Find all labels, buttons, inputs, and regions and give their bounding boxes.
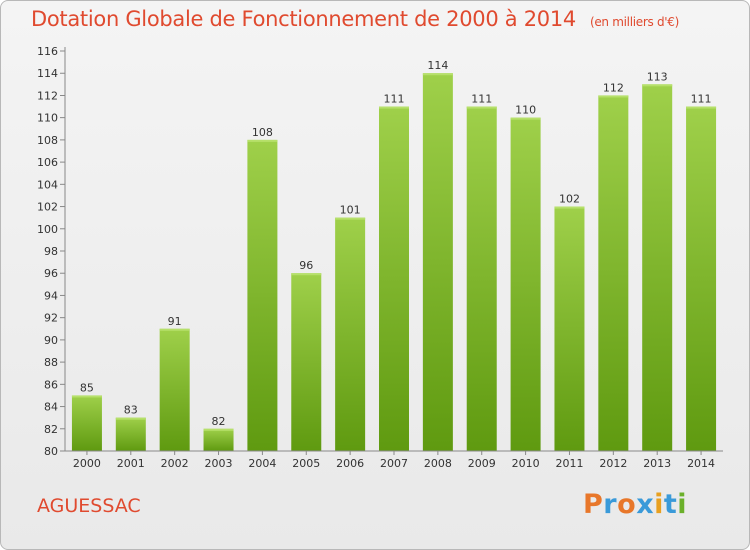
y-tick-label: 88 (44, 356, 58, 369)
y-tick-label: 100 (37, 223, 58, 236)
x-tick-label: 2003 (205, 457, 233, 470)
bar-2009 (466, 106, 497, 452)
y-tick-label: 94 (44, 289, 58, 302)
bar-2003 (203, 428, 234, 451)
bar-top-highlight (554, 206, 585, 209)
y-tick-label: 98 (44, 245, 58, 258)
data-label: 96 (299, 259, 313, 272)
bar-2014 (686, 106, 717, 452)
x-tick-label: 2010 (512, 457, 540, 470)
bar-2004 (247, 139, 278, 451)
bar-top-highlight (247, 139, 278, 142)
x-axis: 2000 2001 2002 2003 2004 2005 2006 2007 2008 2009… (65, 450, 723, 470)
x-tick-label: 2007 (380, 457, 408, 470)
bar-top-highlight (510, 117, 541, 120)
bar-2006 (335, 217, 366, 451)
y-tick-label: 108 (37, 134, 58, 147)
bar-top-highlight (203, 428, 234, 431)
y-axis: 80 82 84 86 88 90 92 94 96 98 100 102 104 106 108 110 11… (37, 45, 66, 458)
y-tick-label: 96 (44, 267, 58, 280)
chart-subtitle: (en milliers d'€) (589, 15, 679, 29)
data-label: 110 (515, 104, 536, 117)
bar-top-highlight (422, 73, 453, 76)
bar-top-highlight (115, 417, 146, 420)
logo-letter: P (583, 489, 604, 520)
bar-top-highlight (642, 84, 673, 87)
bar-top-highlight (379, 106, 409, 109)
bar-top-highlight (159, 328, 190, 331)
bar-top-highlight (71, 395, 102, 398)
y-tick-label: 106 (37, 156, 58, 169)
data-label: 91 (168, 315, 182, 328)
data-label: 111 (384, 93, 405, 106)
bar-2008 (422, 73, 453, 451)
logo-letter: x (636, 489, 655, 520)
logo-letter: i (654, 489, 664, 520)
y-tick-label: 114 (37, 67, 58, 80)
y-tick-label: 92 (44, 312, 58, 325)
bar-2011 (554, 206, 585, 451)
bar-top-highlight (466, 106, 497, 109)
x-tick-label: 2004 (248, 457, 276, 470)
y-tick-label: 110 (37, 112, 58, 125)
x-tick-label: 2005 (292, 457, 320, 470)
data-label: 112 (603, 81, 624, 94)
bar-2000 (71, 395, 102, 451)
data-label: 85 (80, 381, 94, 394)
y-tick-label: 104 (37, 178, 58, 191)
logo-letter: t (663, 489, 678, 520)
bar-top-highlight (291, 273, 322, 276)
y-tick-label: 84 (44, 401, 58, 414)
x-tick-label: 2001 (117, 457, 145, 470)
x-tick-label: 2009 (468, 457, 496, 470)
x-tick-label: 2006 (336, 457, 364, 470)
bar-2005 (291, 273, 322, 451)
bar-top-highlight (598, 95, 629, 98)
logo-letter: r (603, 489, 618, 520)
x-tick-label: 2013 (643, 457, 671, 470)
data-label: 82 (212, 415, 226, 428)
x-tick-label: 2000 (73, 457, 101, 470)
data-label: 111 (471, 93, 492, 106)
y-tick-label: 86 (44, 378, 58, 391)
data-label: 114 (427, 59, 448, 72)
x-tick-label: 2011 (555, 457, 583, 470)
chart-title: Dotation Globale de Fonctionnement de 20… (31, 7, 679, 31)
x-tick-label: 2012 (599, 457, 627, 470)
bar-2010 (510, 117, 541, 452)
y-tick-label: 116 (37, 45, 58, 58)
logo-letter: i (677, 489, 688, 520)
bar-top-highlight (686, 106, 717, 109)
data-label: 111 (691, 93, 712, 106)
bar-2013 (642, 84, 673, 451)
bar-top-highlight (335, 217, 366, 220)
data-label: 113 (647, 70, 668, 83)
bar-2007 (379, 106, 409, 452)
bar-2002 (159, 328, 190, 451)
proxiti-logo[interactable]: Proxiti (583, 489, 687, 520)
chart-title-text: Dotation Globale de Fonctionnement de 20… (31, 7, 576, 31)
bars-group: 85 83 91 82 108 96 101 111 114 111 110 102 112 113 111 (71, 59, 717, 452)
x-tick-label: 2008 (424, 457, 452, 470)
y-tick-label: 102 (37, 201, 58, 214)
x-tick-label: 2002 (161, 457, 189, 470)
bar-2012 (598, 95, 629, 451)
y-tick-label: 112 (37, 89, 58, 102)
commune-name: AGUESSAC (37, 495, 141, 517)
logo-letter: o (617, 489, 637, 520)
y-tick-label: 82 (44, 423, 58, 436)
y-tick-label: 90 (44, 334, 58, 347)
y-tick-label: 80 (44, 445, 58, 458)
bar-2001 (115, 417, 146, 451)
data-label: 101 (340, 204, 361, 217)
data-label: 108 (252, 126, 273, 139)
data-label: 83 (124, 404, 138, 417)
x-tick-label: 2014 (687, 457, 715, 470)
data-label: 102 (559, 193, 580, 206)
